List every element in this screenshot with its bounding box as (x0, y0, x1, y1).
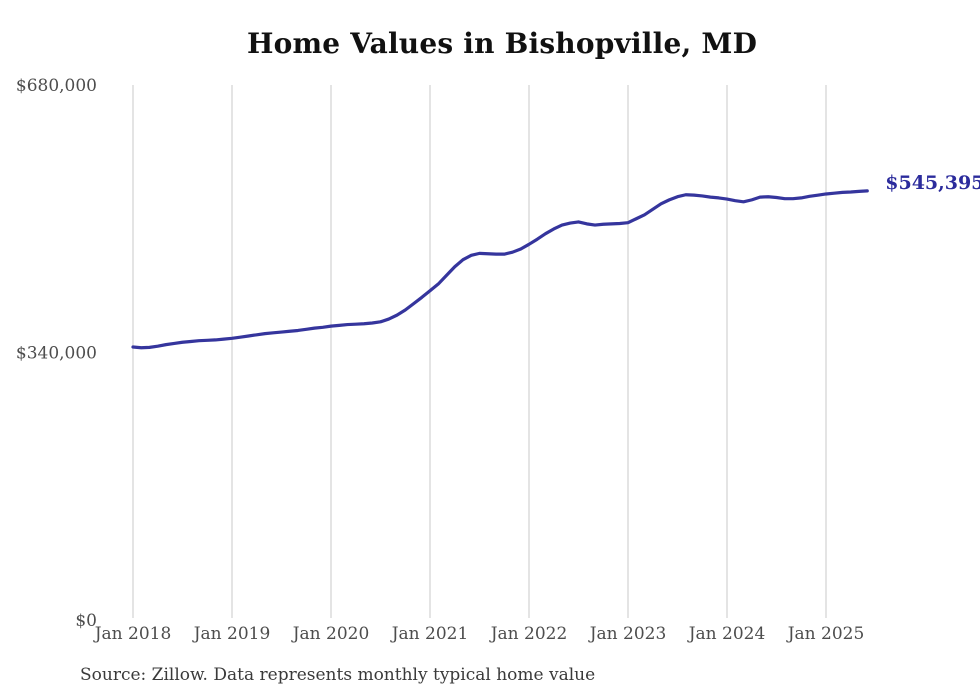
latest-value-label: $545,395 (885, 171, 980, 194)
vertical-gridlines (132, 85, 827, 618)
home-value-line (131, 189, 869, 350)
chart-title: Home Values in Bishopville, MD (246, 27, 758, 60)
x-tick-label: Jan 2020 (291, 624, 370, 644)
x-tick-label: Jan 2018 (93, 624, 172, 644)
x-tick-label: Jan 2024 (687, 624, 766, 644)
x-tick-label: Jan 2022 (489, 624, 568, 644)
y-tick-label: $340,000 (16, 344, 97, 364)
x-tick-label: Jan 2025 (786, 624, 865, 644)
x-tick-label: Jan 2019 (192, 624, 271, 644)
x-tick-label: Jan 2021 (390, 624, 469, 644)
source-note: Source: Zillow. Data represents monthly … (80, 665, 596, 685)
y-axis-labels: $0 $340,000 $680,000 (16, 76, 97, 631)
x-axis-labels: Jan 2018 Jan 2019 Jan 2020 Jan 2021 Jan 2022… (93, 624, 865, 644)
y-tick-label: $0 (75, 611, 97, 631)
y-tick-label: $680,000 (16, 76, 97, 96)
x-tick-label: Jan 2023 (588, 624, 667, 644)
